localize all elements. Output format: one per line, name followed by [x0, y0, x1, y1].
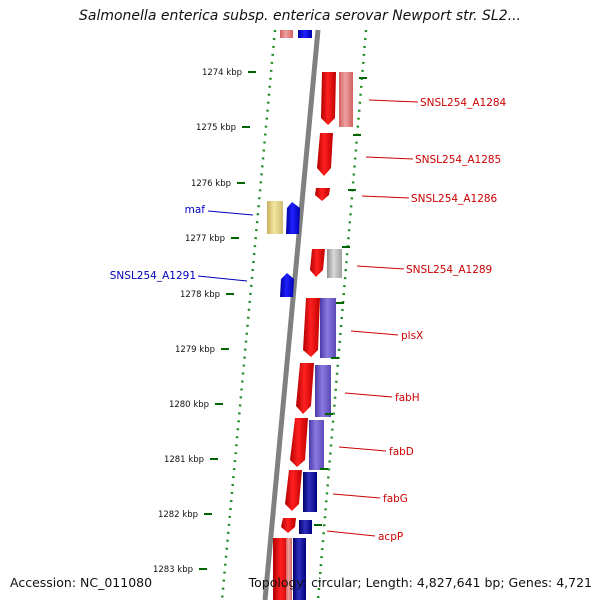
gene-label-snsl254-a1284[interactable]: SNSL254_A1284 [420, 97, 507, 109]
left-dotted-guide [220, 29, 277, 600]
ruler-tick-label: 1280 kbp [169, 400, 209, 410]
ruler-tick-label: 1278 kbp [180, 290, 220, 300]
gene-label-maf[interactable]: maf [185, 204, 206, 216]
gene-arrow-snsl254-a1291 [280, 273, 294, 297]
ruler-tick-label: 1276 kbp [191, 179, 231, 189]
gene-arrow-plsx [303, 298, 320, 357]
kbp-ruler: 1274 kbp 1275 kbp 1276 kbp 1277 kbp 1278 kbp… [153, 68, 367, 575]
gene-arrow-fabg [285, 470, 302, 511]
gene-label-snsl254-a1285[interactable]: SNSL254_A1285 [415, 154, 501, 166]
ruler-tick-label: 1277 kbp [185, 234, 225, 244]
page-title: Salmonella enterica subsp. enterica sero… [79, 8, 521, 24]
gene-block-fabg-navy [303, 472, 317, 512]
gene-arrow-acpp [281, 518, 296, 533]
ruler-tick-label: 1282 kbp [158, 510, 198, 520]
gene-arrow-fabh [296, 363, 314, 414]
ruler-tick-label: 1274 kbp [202, 68, 242, 78]
gene-arrow-fabd [290, 418, 308, 467]
gene-label-snsl254-a1286[interactable]: SNSL254_A1286 [411, 193, 498, 205]
gene-block-bottom-pink [286, 538, 292, 600]
gene-block-bottom-navy [293, 538, 306, 600]
gene-label-acpp[interactable]: acpP [378, 531, 403, 543]
gene-arrow-snsl254-a1286 [315, 188, 330, 201]
gene-label-snsl254-a1291[interactable]: SNSL254_A1291 [110, 270, 196, 282]
ruler-tick-label: 1283 kbp [153, 565, 193, 575]
gene-block-snsl254-a1289-gray [327, 249, 342, 278]
genome-backbone [262, 29, 321, 600]
gene-block-snsl254-a1284-pink [339, 72, 353, 127]
partial-feature-blue [298, 30, 312, 38]
gene-label-fabh[interactable]: fabH [395, 392, 420, 404]
topology-text: Topology: circular; Length: 4,827,641 bp… [248, 575, 592, 590]
gene-label-snsl254-a1289[interactable]: SNSL254_A1289 [406, 264, 492, 276]
gene-arrow-maf [286, 202, 300, 234]
gene-arrow-snsl254-a1289 [310, 249, 325, 277]
gene-block-acpp-navy [299, 520, 312, 534]
accession-text: Accession: NC_011080 [10, 575, 153, 590]
gene-block-maf-yellow [267, 201, 283, 234]
gene-label-plsx[interactable]: plsX [401, 330, 423, 342]
ruler-tick-label: 1281 kbp [164, 455, 204, 465]
gene-block-plsx-purple [320, 298, 336, 358]
gene-block-fabd-purple [309, 420, 324, 470]
gene-block-bottom-red [273, 538, 290, 600]
gene-arrow-snsl254-a1285 [317, 133, 333, 176]
ruler-tick-label: 1275 kbp [196, 123, 236, 133]
gene-block-fabh-purple [315, 365, 331, 417]
partial-feature-pink [280, 30, 293, 38]
gene-arrow-snsl254-a1284 [321, 72, 336, 125]
gene-label-fabg[interactable]: fabG [383, 493, 408, 505]
label-connectors [197, 99, 419, 537]
ruler-tick-label: 1279 kbp [175, 345, 215, 355]
gene-label-fabd[interactable]: fabD [389, 446, 414, 458]
gene-labels: SNSL254_A1284 SNSL254_A1285 SNSL254_A1286 S… [110, 97, 507, 543]
